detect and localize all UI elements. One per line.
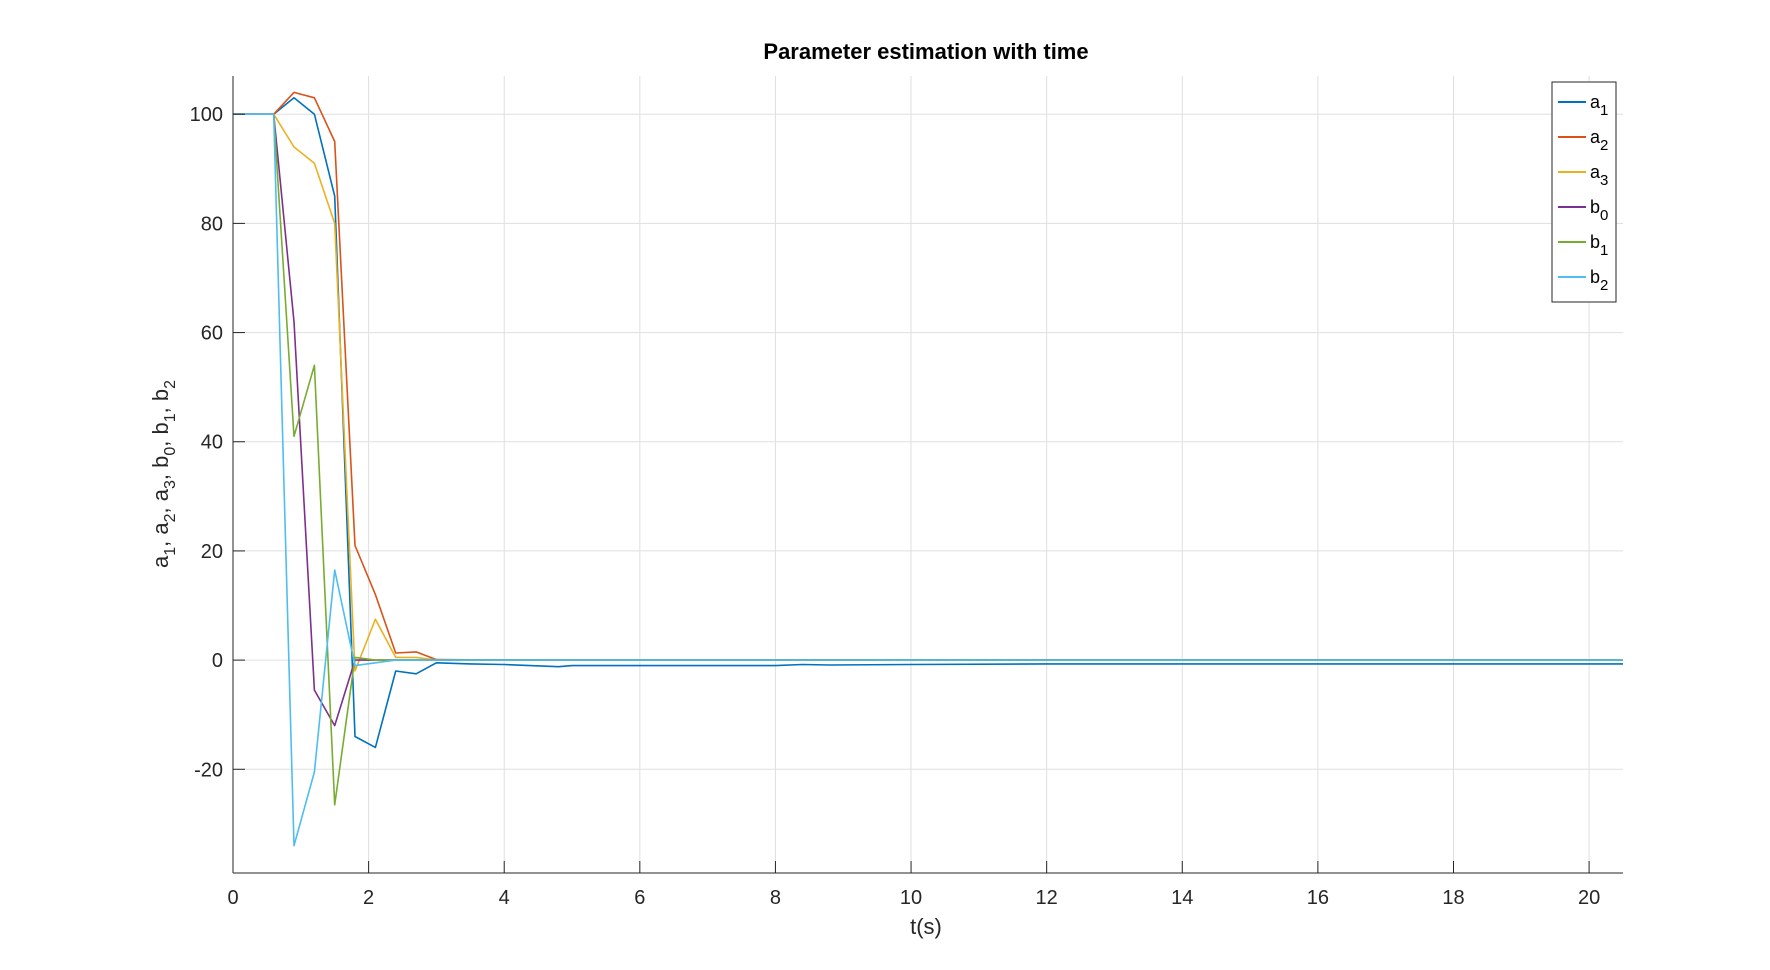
y-label-subscript: 3 [162,480,179,489]
x-tick-label: 4 [499,887,510,909]
y-tick-label: 80 [201,213,223,235]
y-label-separator: , [148,501,173,513]
chart-title: Parameter estimation with time [763,39,1088,64]
y-label-subscript: 2 [162,513,179,522]
y-label-subscript: 0 [162,447,179,456]
y-tick-label: 40 [201,432,223,454]
x-tick-label: 0 [227,887,238,909]
x-tick-label: 8 [770,887,781,909]
y-label-symbol: a [148,555,173,568]
y-label-symbol: a [148,522,173,535]
legend-box [1551,81,1617,303]
x-tick-label: 18 [1442,887,1464,909]
y-label-symbol: a [148,488,173,501]
x-tick-label: 6 [634,887,645,909]
legend-label-a2: a2 [1590,127,1608,154]
axes [232,76,1623,874]
y-label-symbol: b [148,422,173,434]
y-tick-label: 0 [212,650,223,672]
x-axis-label: t(s) [910,914,942,939]
y-label-subscript: 1 [162,413,179,422]
y-axis-label: a1, a2, a3, b0, b1, b2 [148,380,179,568]
series-line-a1 [233,97,1623,749]
y-label-symbol: b [148,456,173,468]
y-tick-label: -20 [194,759,223,781]
y-tick-label: 60 [201,323,223,345]
legend[interactable]: a1 a2 a3 b0 b1 b2 [1551,81,1617,303]
x-tick-label: 2 [363,887,374,909]
series-line-b2 [233,113,1623,847]
y-axis-label-text: a1, a2, a3, b0, b1, b2 [148,380,179,568]
tick-labels: 0 2 4 6 8 10 12 14 16 18 20 -20 0 20 40 60 80 100 [190,104,1601,909]
y-label-separator: , [148,401,173,413]
legend-label-a1: a1 [1590,92,1608,119]
y-label-separator: , [148,535,173,547]
legend-label-a3: a3 [1590,162,1608,189]
y-label-subscript: 2 [162,380,179,389]
y-tick-label: 20 [201,541,223,563]
legend-label-b1: b1 [1590,232,1608,259]
legend-label-b0: b0 [1590,197,1608,224]
y-label-symbol: b [148,389,173,401]
y-label-separator: , [148,468,173,480]
y-label-separator: , [148,434,173,446]
x-tick-label: 16 [1307,887,1329,909]
x-tick-label: 20 [1578,887,1600,909]
plot-series [233,91,1623,847]
x-tick-label: 14 [1171,887,1193,909]
x-tick-label: 12 [1036,887,1058,909]
y-tick-label: 100 [190,104,223,126]
legend-label-b2: b2 [1590,267,1608,294]
y-label-subscript: 1 [162,547,179,556]
series-line-a3 [233,113,1623,672]
x-tick-label: 10 [900,887,922,909]
